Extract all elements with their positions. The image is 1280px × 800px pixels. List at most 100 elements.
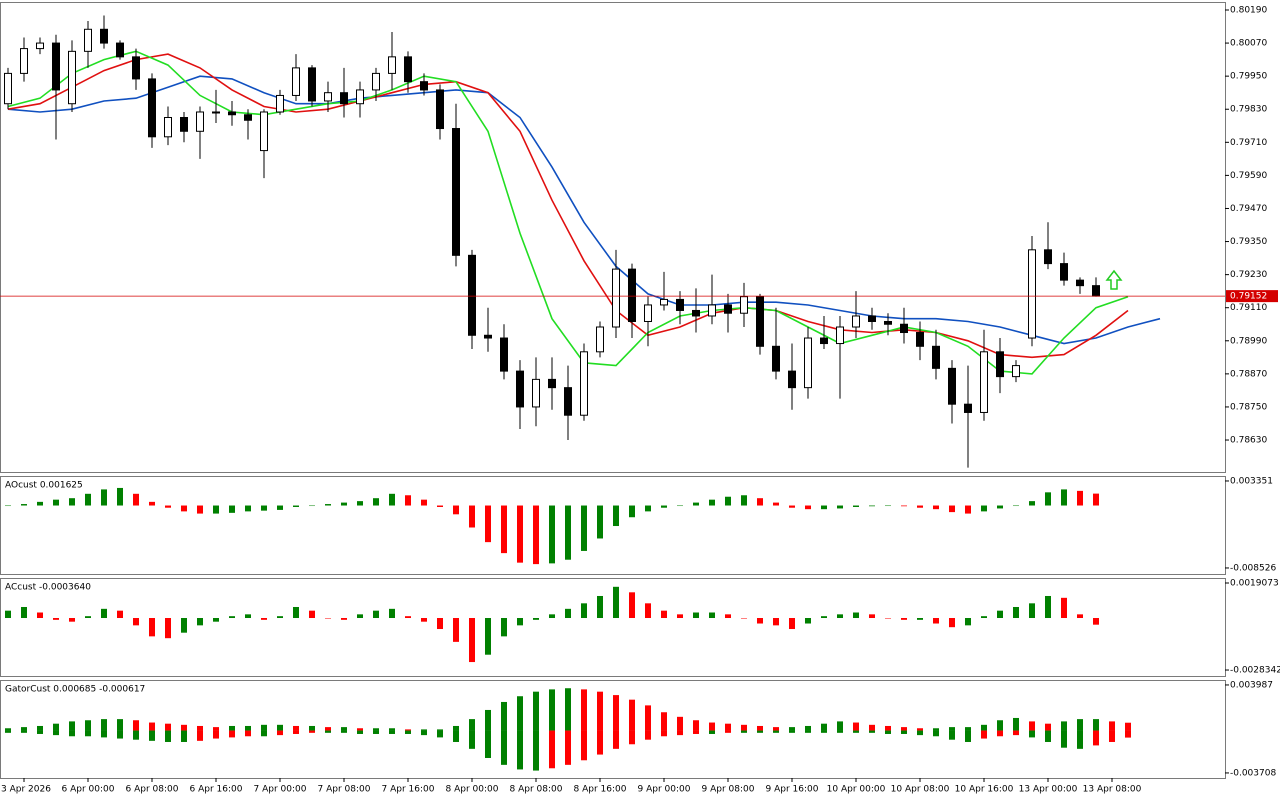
oscillator-bar [677, 614, 683, 619]
gator-bar [741, 730, 747, 733]
candle-body [20, 48, 28, 74]
gator-bar [1093, 719, 1099, 731]
gator-bar [437, 729, 443, 731]
oscillator-bar [741, 618, 747, 619]
oscillator-bar [485, 505, 491, 543]
oscillator-bar [1029, 603, 1035, 619]
gator-bar [917, 730, 923, 736]
oscillator-bar [741, 495, 747, 506]
gator-bar [117, 719, 123, 731]
oscillator-bar [229, 505, 235, 513]
gator-bar [341, 727, 347, 731]
gator-bar [549, 689, 555, 731]
y-tick-label: 0.78990 [1230, 336, 1267, 346]
oscillator-bar [501, 618, 507, 637]
current-price-tag [1226, 290, 1278, 303]
gator-bar [709, 730, 715, 734]
candle-body [964, 403, 972, 413]
oscillator-bar [853, 505, 859, 507]
candle-body [36, 42, 44, 50]
oscillator-bar [885, 618, 891, 619]
oscillator-bar [1045, 492, 1051, 506]
candle-body [852, 315, 860, 328]
candle-body [340, 92, 348, 105]
oscillator-bar [1013, 505, 1019, 507]
gator-bar [565, 688, 571, 731]
oscillator-bar [117, 487, 123, 506]
oscillator-bar [69, 618, 75, 622]
gator-bar [1109, 721, 1115, 731]
candle-body [596, 326, 604, 353]
gator-bar [821, 723, 827, 731]
oscillator-bar [357, 614, 363, 619]
gator-bar [357, 730, 363, 734]
oscillator-bar [85, 616, 91, 619]
candle-body [132, 56, 140, 80]
x-tick-label: 9 Apr 16:00 [766, 785, 819, 795]
oscillator-bar [1077, 490, 1083, 506]
gator-bar [69, 721, 75, 731]
oscillator-bar [133, 618, 139, 626]
oscillator-bar [933, 618, 939, 624]
oscillator-bar [901, 618, 907, 620]
gator-bar [245, 730, 251, 737]
candle-body [356, 89, 364, 105]
candle-body [4, 72, 12, 105]
oscillator-bar [917, 618, 923, 620]
gator-bar [133, 720, 139, 731]
candle-body [468, 254, 476, 336]
gator-bar [677, 716, 683, 731]
gator-bar [261, 724, 267, 731]
gator-bar [197, 725, 203, 731]
candle-body [1012, 365, 1020, 378]
candle-body [948, 367, 956, 405]
gator-bar [597, 730, 603, 755]
gator-bar [293, 730, 299, 734]
x-tick-label: 10 Apr 16:00 [955, 785, 1014, 795]
gator-bar [485, 730, 491, 758]
x-tick-label: 7 Apr 16:00 [382, 785, 435, 795]
gator-bar [405, 730, 411, 734]
gator-bar [5, 730, 11, 733]
gator-bar [501, 730, 507, 765]
y-tick-label: 0.003987 [1230, 680, 1273, 690]
oscillator-bar [581, 603, 587, 619]
y-tick-label: 0.79590 [1230, 171, 1267, 181]
oscillator-bar [133, 493, 139, 506]
oscillator-bar [837, 614, 843, 619]
gator-bar [741, 724, 747, 731]
gator-bar [229, 725, 235, 731]
oscillator-bar [405, 616, 411, 619]
y-tick-label: -0.003708 [1230, 768, 1276, 778]
candle-body [532, 378, 540, 408]
y-tick-label: -0.008526 [1230, 563, 1276, 573]
gator-bar [837, 730, 843, 733]
gator-bar [149, 730, 155, 741]
gator-bar [421, 729, 427, 731]
gator-bar [21, 730, 27, 733]
oscillator-bar [37, 612, 43, 619]
oscillator-bar [709, 499, 715, 506]
oscillator-bar [357, 501, 363, 506]
gator-bar [1045, 730, 1051, 742]
oscillator-bar [5, 610, 11, 619]
candle-body [260, 111, 268, 152]
y-tick-label: -0.0028342 [1230, 666, 1280, 676]
oscillator-bar [181, 505, 187, 512]
gator-bar [389, 728, 395, 731]
gator-bar [517, 696, 523, 731]
candle-body [676, 298, 684, 311]
gator-bar [949, 727, 955, 731]
oscillator-bar [677, 505, 683, 507]
oscillator-bar [597, 505, 603, 539]
oscillator-bar [901, 505, 907, 507]
oscillator-bar [5, 505, 11, 507]
oscillator-bar [789, 618, 795, 630]
oscillator-bar [245, 614, 251, 619]
oscillator-bar [885, 505, 891, 507]
y-tick-label: 0.79470 [1230, 204, 1267, 214]
candle-body [612, 268, 620, 328]
candle-body [884, 320, 892, 325]
oscillator-bar [69, 498, 75, 506]
gator-bar [1045, 723, 1051, 731]
